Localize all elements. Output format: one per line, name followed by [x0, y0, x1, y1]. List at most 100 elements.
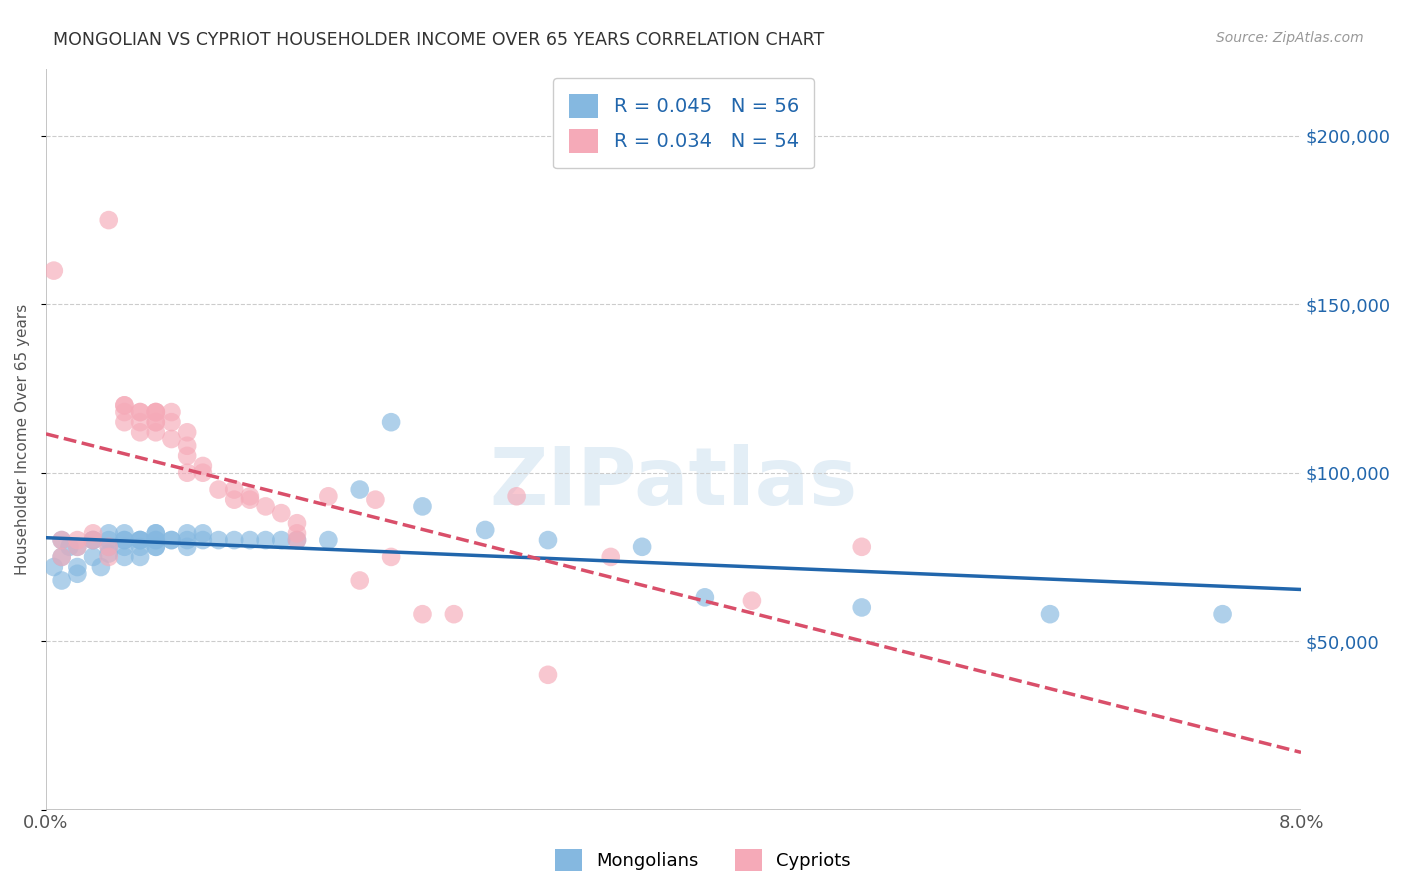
Point: [176, 449, 198, 463]
Point: [97, 540, 120, 554]
Point: [145, 405, 167, 419]
Point: [349, 483, 371, 497]
Point: [129, 533, 152, 547]
Point: [176, 439, 198, 453]
Point: [112, 533, 135, 547]
Point: [145, 425, 167, 440]
Point: [160, 405, 183, 419]
Point: [145, 526, 167, 541]
Point: [58, 540, 80, 554]
Point: [51, 533, 73, 547]
Point: [599, 549, 621, 564]
Point: [270, 533, 292, 547]
Point: [239, 492, 262, 507]
Point: [1039, 607, 1062, 622]
Point: [1212, 607, 1234, 622]
Point: [129, 549, 152, 564]
Point: [145, 415, 167, 429]
Point: [191, 533, 214, 547]
Point: [66, 533, 89, 547]
Point: [145, 533, 167, 547]
Point: [224, 492, 246, 507]
Point: [112, 405, 135, 419]
Point: [191, 466, 214, 480]
Point: [129, 533, 152, 547]
Point: [537, 668, 560, 682]
Point: [693, 591, 716, 605]
Point: [97, 533, 120, 547]
Point: [97, 549, 120, 564]
Point: [191, 458, 214, 473]
Point: [851, 540, 873, 554]
Point: [474, 523, 496, 537]
Point: [176, 533, 198, 547]
Point: [51, 533, 73, 547]
Point: [160, 533, 183, 547]
Point: [537, 533, 560, 547]
Point: [176, 540, 198, 554]
Point: [51, 549, 73, 564]
Point: [224, 533, 246, 547]
Point: [51, 574, 73, 588]
Point: [97, 540, 120, 554]
Point: [112, 549, 135, 564]
Point: [851, 600, 873, 615]
Point: [82, 549, 104, 564]
Point: [318, 489, 340, 503]
Text: Source: ZipAtlas.com: Source: ZipAtlas.com: [1216, 31, 1364, 45]
Point: [82, 526, 104, 541]
Text: MONGOLIAN VS CYPRIOT HOUSEHOLDER INCOME OVER 65 YEARS CORRELATION CHART: MONGOLIAN VS CYPRIOT HOUSEHOLDER INCOME …: [53, 31, 825, 49]
Point: [145, 405, 167, 419]
Point: [97, 547, 120, 561]
Point: [254, 500, 277, 514]
Point: [82, 533, 104, 547]
Point: [145, 540, 167, 554]
Point: [129, 533, 152, 547]
Point: [364, 492, 387, 507]
Point: [66, 540, 89, 554]
Point: [176, 466, 198, 480]
Y-axis label: Householder Income Over 65 years: Householder Income Over 65 years: [15, 303, 30, 574]
Point: [224, 483, 246, 497]
Point: [380, 415, 402, 429]
Point: [443, 607, 465, 622]
Point: [318, 533, 340, 547]
Point: [145, 540, 167, 554]
Point: [82, 533, 104, 547]
Point: [741, 593, 763, 607]
Point: [112, 526, 135, 541]
Point: [97, 526, 120, 541]
Point: [66, 560, 89, 574]
Point: [285, 526, 308, 541]
Point: [191, 526, 214, 541]
Point: [380, 549, 402, 564]
Point: [239, 489, 262, 503]
Point: [145, 526, 167, 541]
Point: [270, 506, 292, 520]
Point: [90, 560, 112, 574]
Point: [145, 533, 167, 547]
Point: [66, 566, 89, 581]
Legend: R = 0.045   N = 56, R = 0.034   N = 54: R = 0.045 N = 56, R = 0.034 N = 54: [554, 78, 814, 169]
Point: [176, 526, 198, 541]
Point: [42, 263, 65, 277]
Point: [254, 533, 277, 547]
Point: [285, 533, 308, 547]
Point: [285, 516, 308, 531]
Point: [51, 549, 73, 564]
Point: [505, 489, 527, 503]
Point: [160, 432, 183, 446]
Point: [160, 533, 183, 547]
Point: [349, 574, 371, 588]
Point: [112, 533, 135, 547]
Point: [129, 540, 152, 554]
Point: [112, 398, 135, 412]
Text: ZIPatlas: ZIPatlas: [489, 444, 858, 523]
Point: [145, 405, 167, 419]
Point: [411, 607, 433, 622]
Point: [42, 560, 65, 574]
Point: [66, 540, 89, 554]
Point: [160, 415, 183, 429]
Point: [112, 415, 135, 429]
Point: [145, 415, 167, 429]
